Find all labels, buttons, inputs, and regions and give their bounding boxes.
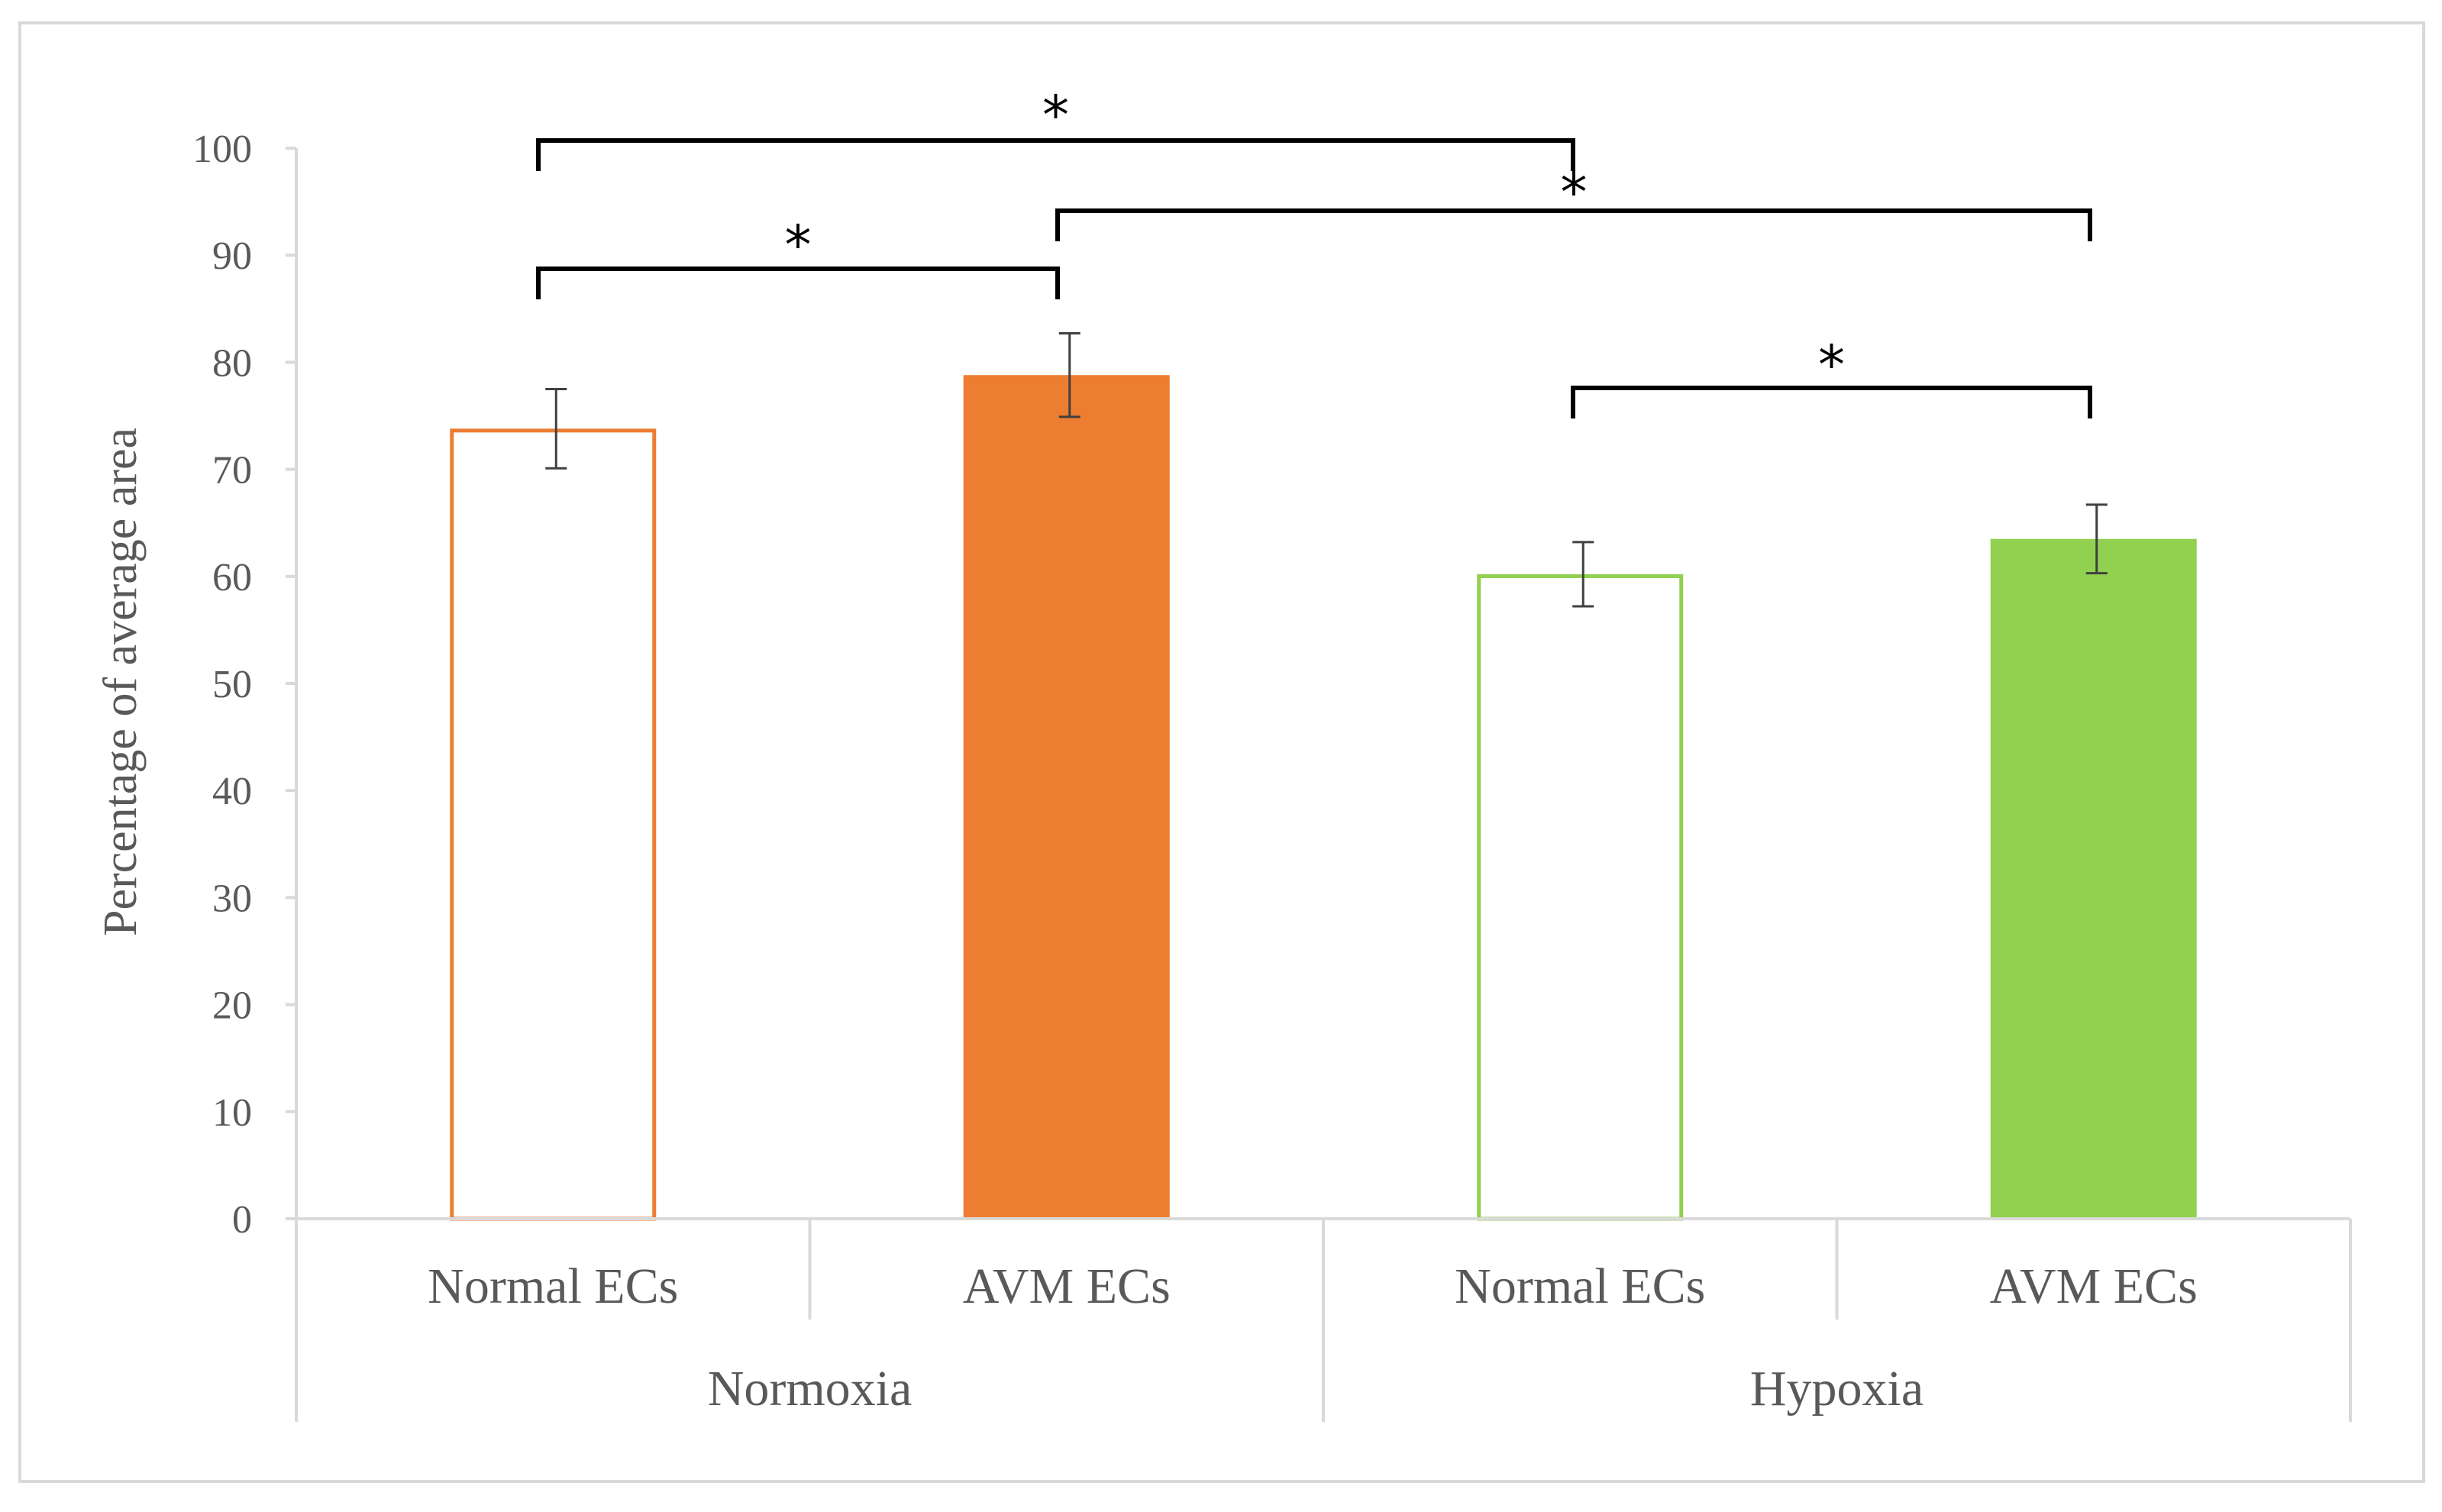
y-axis-title: Percentage of average area [95, 428, 147, 936]
x-axis: Normal ECs AVM ECs Normal ECs AVM ECs Normox… [295, 1217, 2352, 1422]
y-tick-label: 40 [212, 770, 252, 813]
group-label-1: Hypoxia [1750, 1361, 1924, 1417]
significance-bracket-3: * [1571, 334, 2092, 418]
significance-star-2: * [785, 214, 812, 276]
y-tick-label: 0 [232, 1198, 252, 1242]
error-bar-1 [1058, 332, 1080, 418]
significance-star-0: * [1042, 84, 1069, 147]
y-tick-label: 70 [212, 449, 252, 493]
significance-star-3: * [1818, 334, 1845, 396]
y-tick-label: 20 [212, 984, 252, 1028]
y-axis: 0 10 20 30 40 50 60 70 80 90 100 [192, 128, 298, 1242]
significance-bracket-2: * [536, 214, 1060, 299]
bars [450, 375, 2197, 1221]
category-label-0: Normal ECs [428, 1258, 678, 1314]
y-tick-label: 50 [212, 663, 252, 706]
error-bar-0 [545, 387, 567, 470]
error-bar-2 [1572, 541, 1594, 608]
error-bar-3 [2085, 503, 2108, 575]
y-tick-label: 80 [212, 341, 252, 385]
error-bars [545, 332, 2108, 608]
category-label-2: Normal ECs [1455, 1258, 1705, 1314]
bar-0 [450, 428, 657, 1221]
category-label-1: AVM ECs [963, 1258, 1171, 1314]
bar-3 [1990, 538, 2197, 1219]
significance-bracket-1: * [1055, 161, 2092, 241]
y-tick-label: 10 [212, 1091, 252, 1135]
y-tick-label: 60 [212, 556, 252, 599]
bar-2 [1477, 573, 1684, 1221]
bar-1 [963, 375, 1170, 1219]
group-label-0: Normoxia [708, 1361, 913, 1417]
y-tick-label: 30 [212, 877, 252, 920]
significance-star-1: * [1561, 161, 1588, 224]
category-label-3: AVM ECs [1990, 1258, 2198, 1314]
significance-brackets: * * * * [536, 84, 2092, 418]
significance-bracket-0: * [536, 84, 1575, 171]
y-tick-label: 100 [192, 128, 252, 171]
y-tick-label: 90 [212, 234, 252, 278]
